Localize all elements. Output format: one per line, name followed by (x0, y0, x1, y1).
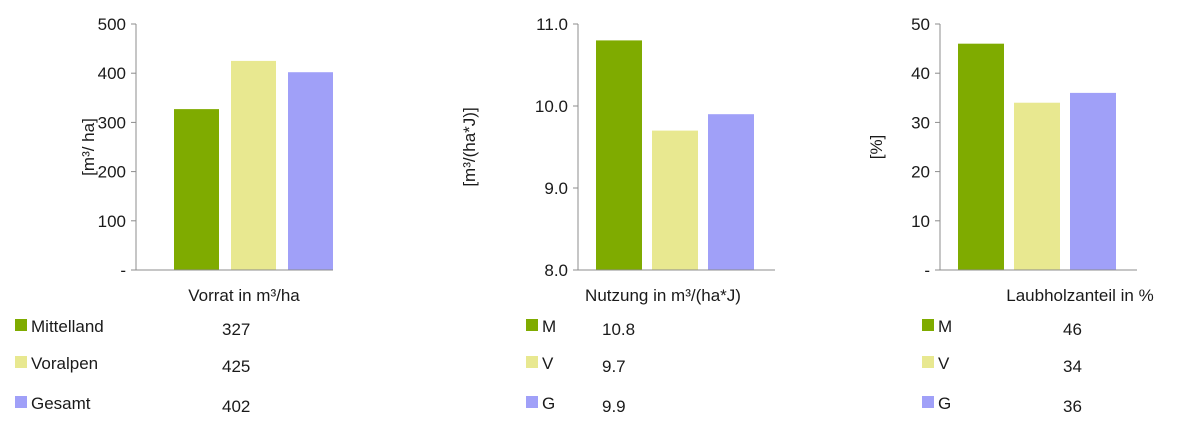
y-axis-label: [m³/(ha*J)] (460, 107, 479, 186)
y-axis-label: [%] (867, 135, 886, 160)
data-value-label: 9.7 (602, 357, 626, 376)
legend-label: Voralpen (31, 354, 98, 373)
data-value-label: 425 (222, 357, 250, 376)
legend-label: Gesamt (31, 394, 91, 413)
legend-label: G (542, 394, 555, 413)
y-tick-label: 10.0 (535, 97, 568, 116)
y-tick-label: 20 (911, 163, 930, 182)
bar-gesamt (288, 72, 333, 270)
y-tick-label: 300 (98, 113, 126, 132)
y-tick-label: 500 (98, 15, 126, 34)
legend-label: V (938, 354, 950, 373)
legend-swatch (15, 319, 27, 331)
y-tick-label: - (924, 261, 930, 280)
data-value-label: 9.9 (602, 397, 626, 416)
y-tick-label: 30 (911, 113, 930, 132)
legend-label: Mittelland (31, 317, 104, 336)
y-tick-label: - (120, 261, 126, 280)
data-value-label: 36 (1063, 397, 1082, 416)
bar-g (1070, 92, 1116, 270)
y-tick-label: 9.0 (544, 179, 568, 198)
bar-v (1014, 102, 1060, 270)
legend-label: M (542, 317, 556, 336)
data-value-label: 34 (1063, 357, 1082, 376)
y-tick-label: 40 (911, 64, 930, 83)
x-axis-label: Vorrat in m³/ha (188, 286, 300, 305)
bar-mittelland (174, 109, 219, 270)
bar-voralpen (231, 60, 276, 271)
data-value-label: 46 (1063, 320, 1082, 339)
data-value-label: 10.8 (602, 320, 635, 339)
legend-swatch (922, 396, 934, 408)
y-tick-label: 400 (98, 64, 126, 83)
legend-label: M (938, 317, 952, 336)
x-axis-label: Nutzung in m³/(ha*J) (585, 286, 741, 305)
legend-swatch (526, 396, 538, 408)
data-value-label: 327 (222, 320, 250, 339)
legend-label: G (938, 394, 951, 413)
legend-swatch (922, 319, 934, 331)
bar-v (652, 130, 698, 270)
legend-swatch (15, 356, 27, 368)
bar-g (708, 114, 754, 270)
y-tick-label: 50 (911, 15, 930, 34)
legend-swatch (922, 356, 934, 368)
bar-m (596, 40, 642, 271)
legend-swatch (526, 319, 538, 331)
y-tick-label: 11.0 (536, 15, 568, 34)
x-axis-label: Laubholzanteil in % (1006, 286, 1153, 305)
data-value-label: 402 (222, 397, 250, 416)
legend-swatch (15, 396, 27, 408)
y-tick-label: 10 (911, 212, 930, 231)
bar-m (958, 43, 1004, 271)
y-tick-label: 8.0 (544, 261, 568, 280)
legend-swatch (526, 356, 538, 368)
y-tick-label: 200 (98, 163, 126, 182)
y-axis-label: [m³/ ha] (79, 118, 98, 176)
y-tick-label: 100 (98, 212, 126, 231)
legend-label: V (542, 354, 554, 373)
